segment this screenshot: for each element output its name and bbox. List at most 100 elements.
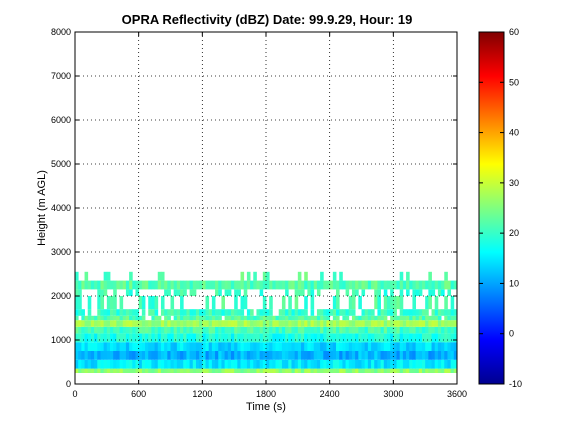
heatmap-cell bbox=[358, 280, 362, 290]
heatmap-cell bbox=[199, 280, 203, 290]
heatmap-cell bbox=[441, 368, 445, 373]
heatmap-cell bbox=[412, 315, 417, 321]
heatmap-cell bbox=[256, 280, 261, 290]
heatmap-cell bbox=[103, 289, 108, 296]
heatmap-cell bbox=[307, 368, 311, 373]
colorbar bbox=[479, 32, 504, 384]
heatmap-cell bbox=[100, 351, 105, 360]
heatmap-cell bbox=[351, 368, 356, 373]
heatmap-cell bbox=[269, 342, 273, 351]
heatmap-cell bbox=[164, 315, 168, 321]
heatmap-cell bbox=[87, 351, 92, 360]
heatmap-cell bbox=[275, 342, 280, 351]
heatmap-cell bbox=[320, 333, 324, 343]
heatmap-cell bbox=[285, 333, 289, 343]
heatmap-cell bbox=[106, 320, 111, 327]
heatmap-cell bbox=[316, 351, 321, 360]
heatmap-cell bbox=[272, 326, 276, 334]
heatmap-cell bbox=[119, 351, 124, 360]
heatmap-cell bbox=[351, 315, 356, 321]
heatmap-cell bbox=[100, 309, 105, 316]
heatmap-cell bbox=[87, 333, 92, 343]
heatmap-cell bbox=[110, 320, 114, 327]
heatmap-cell bbox=[173, 315, 178, 321]
heatmap-cell bbox=[106, 271, 111, 281]
heatmap-cell bbox=[441, 359, 445, 369]
heatmap-cell bbox=[75, 351, 79, 360]
heatmap-cell bbox=[218, 342, 222, 351]
heatmap-cell bbox=[329, 368, 334, 373]
heatmap-cell bbox=[173, 359, 178, 369]
heatmap-cell bbox=[336, 315, 340, 321]
heatmap-cell bbox=[326, 368, 331, 373]
heatmap-cell bbox=[94, 320, 98, 327]
heatmap-cell bbox=[434, 315, 439, 321]
heatmap-cell bbox=[234, 359, 238, 369]
heatmap-cell bbox=[151, 320, 155, 327]
heatmap-cell bbox=[195, 351, 200, 360]
heatmap-cell bbox=[294, 359, 299, 369]
heatmap-cell bbox=[275, 315, 280, 321]
heatmap-cell bbox=[336, 368, 340, 373]
heatmap-cell bbox=[453, 333, 458, 343]
heatmap-cell bbox=[195, 326, 200, 334]
heatmap-cell bbox=[415, 342, 420, 351]
heatmap-cell bbox=[202, 315, 206, 321]
heatmap-cell bbox=[154, 280, 159, 290]
heatmap-cell bbox=[329, 280, 334, 290]
heatmap-cell bbox=[100, 359, 105, 369]
heatmap-cell bbox=[441, 280, 445, 290]
heatmap-cell bbox=[230, 359, 235, 369]
heatmap-cell bbox=[326, 280, 331, 290]
heatmap-cell bbox=[215, 368, 219, 373]
heatmap-cell bbox=[297, 271, 302, 281]
heatmap-cell bbox=[221, 368, 226, 373]
heatmap-cell bbox=[453, 280, 458, 290]
heatmap-cell bbox=[380, 342, 385, 351]
heatmap-cell bbox=[383, 333, 388, 343]
heatmap-cell bbox=[278, 359, 283, 369]
heatmap-cell bbox=[332, 342, 337, 351]
heatmap-cell bbox=[243, 280, 248, 290]
heatmap-cell bbox=[211, 326, 216, 334]
heatmap-cell bbox=[342, 280, 346, 290]
heatmap-cell bbox=[81, 368, 85, 373]
heatmap-cell bbox=[253, 326, 257, 334]
heatmap-cell bbox=[266, 359, 270, 369]
heatmap-cell bbox=[393, 320, 397, 327]
heatmap-cell bbox=[288, 333, 292, 343]
heatmap-cell bbox=[431, 333, 436, 343]
heatmap-cell bbox=[170, 368, 175, 373]
heatmap-cell bbox=[355, 326, 359, 334]
heatmap-cell bbox=[224, 326, 229, 334]
heatmap-cell bbox=[259, 368, 264, 373]
heatmap-cell bbox=[342, 359, 346, 369]
heatmap-cell bbox=[396, 359, 401, 369]
heatmap-cell bbox=[119, 320, 124, 327]
heatmap-cell bbox=[304, 296, 308, 310]
heatmap-cell bbox=[154, 320, 159, 327]
heatmap-cell bbox=[100, 320, 105, 327]
heatmap-cell bbox=[160, 309, 165, 316]
heatmap-cell bbox=[192, 333, 197, 343]
heatmap-cell bbox=[367, 309, 372, 316]
heatmap-cell bbox=[425, 320, 429, 327]
heatmap-cell bbox=[227, 326, 232, 334]
heatmap-cell bbox=[151, 359, 155, 369]
heatmap-cell bbox=[186, 359, 190, 369]
heatmap-cell bbox=[304, 280, 308, 290]
heatmap-cell bbox=[266, 320, 270, 327]
heatmap-cell bbox=[164, 280, 168, 290]
heatmap-cell bbox=[323, 351, 327, 360]
heatmap-cell bbox=[421, 359, 426, 369]
heatmap-cell bbox=[294, 342, 299, 351]
heatmap-cell bbox=[211, 280, 216, 290]
heatmap-cell bbox=[421, 320, 426, 327]
heatmap-cell bbox=[288, 326, 292, 334]
heatmap-cell bbox=[390, 368, 394, 373]
heatmap-cell bbox=[259, 309, 264, 316]
heatmap-cell bbox=[113, 359, 117, 369]
heatmap-cell bbox=[205, 333, 210, 343]
heatmap-cell bbox=[393, 342, 397, 351]
heatmap-cell bbox=[246, 326, 251, 334]
